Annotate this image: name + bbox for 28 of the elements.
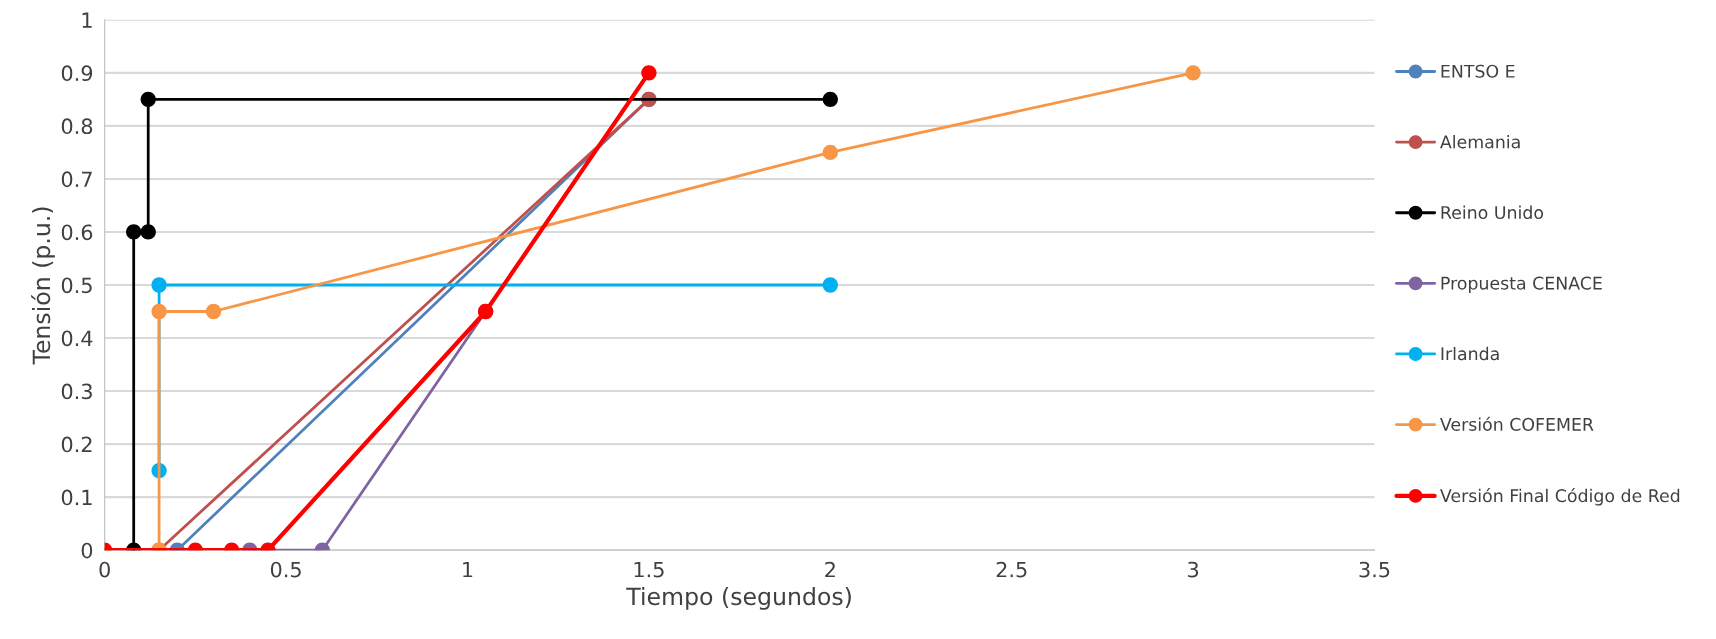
legend-label: Reino Unido [1441, 205, 1544, 220]
x-tick-label: 0.5 [270, 561, 301, 578]
y-tick-label: 0.7 [61, 171, 92, 188]
y-axis-title: Tensión (p.u.) [31, 207, 55, 365]
x-tick-label: 2.5 [996, 561, 1027, 578]
y-tick-label: 0.5 [61, 277, 92, 294]
y-tick-label: 0.1 [61, 489, 92, 506]
legend-label: Propuesta CENACE [1441, 276, 1602, 294]
legend-label: Irlanda [1441, 346, 1499, 361]
y-tick-label: 0.2 [61, 436, 92, 453]
y-tick-label: 1 [82, 12, 92, 28]
x-tick-label: 0 [99, 561, 110, 578]
x-tick-label: 2 [825, 561, 835, 578]
x-tick-label: 3 [1188, 561, 1199, 578]
y-tick-label: 0.9 [61, 65, 93, 82]
legend-label: Alemania [1440, 135, 1520, 149]
legend-label: Versión COFEMER [1440, 416, 1594, 431]
x-axis-title: Tiempo (segundos) [626, 587, 851, 610]
legend-label: ENTSO E [1441, 64, 1515, 78]
legend-label: Versión Final Código de Red [1440, 488, 1680, 506]
y-tick-label: 0.8 [61, 118, 93, 135]
x-tick-label: 1 [463, 561, 473, 578]
y-tick-label: 0.3 [61, 383, 92, 400]
x-tick-label: 3.5 [1359, 561, 1390, 578]
y-tick-label: 0 [81, 542, 93, 559]
y-tick-label: 0.6 [61, 224, 93, 241]
y-tick-label: 0.4 [61, 330, 93, 347]
x-tick-label: 1.5 [634, 561, 664, 578]
